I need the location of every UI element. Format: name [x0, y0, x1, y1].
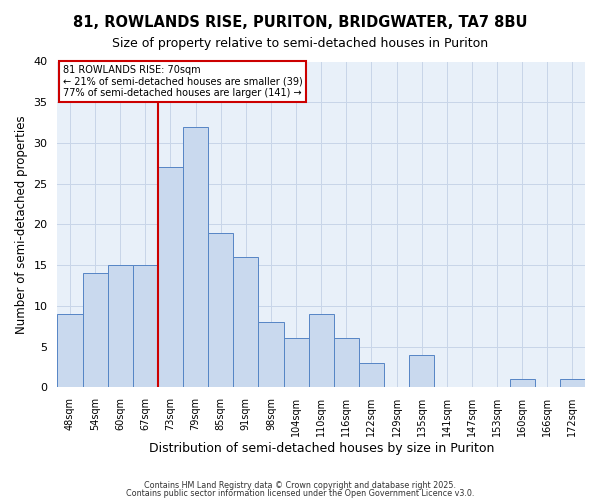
Bar — [560, 379, 585, 388]
Bar — [208, 232, 233, 388]
Bar — [334, 338, 359, 388]
Bar — [308, 314, 334, 388]
Bar — [183, 126, 208, 388]
Bar — [233, 257, 259, 388]
Text: Size of property relative to semi-detached houses in Puriton: Size of property relative to semi-detach… — [112, 38, 488, 51]
Bar — [359, 363, 384, 388]
Text: 81, ROWLANDS RISE, PURITON, BRIDGWATER, TA7 8BU: 81, ROWLANDS RISE, PURITON, BRIDGWATER, … — [73, 15, 527, 30]
Bar — [58, 314, 83, 388]
X-axis label: Distribution of semi-detached houses by size in Puriton: Distribution of semi-detached houses by … — [149, 442, 494, 455]
Bar — [259, 322, 284, 388]
Text: 81 ROWLANDS RISE: 70sqm
← 21% of semi-detached houses are smaller (39)
77% of se: 81 ROWLANDS RISE: 70sqm ← 21% of semi-de… — [62, 65, 302, 98]
Bar — [83, 274, 107, 388]
Bar — [509, 379, 535, 388]
Bar — [409, 355, 434, 388]
Text: Contains HM Land Registry data © Crown copyright and database right 2025.: Contains HM Land Registry data © Crown c… — [144, 480, 456, 490]
Bar — [158, 168, 183, 388]
Bar — [284, 338, 308, 388]
Text: Contains public sector information licensed under the Open Government Licence v3: Contains public sector information licen… — [126, 489, 474, 498]
Y-axis label: Number of semi-detached properties: Number of semi-detached properties — [15, 115, 28, 334]
Bar — [133, 265, 158, 388]
Bar — [107, 265, 133, 388]
